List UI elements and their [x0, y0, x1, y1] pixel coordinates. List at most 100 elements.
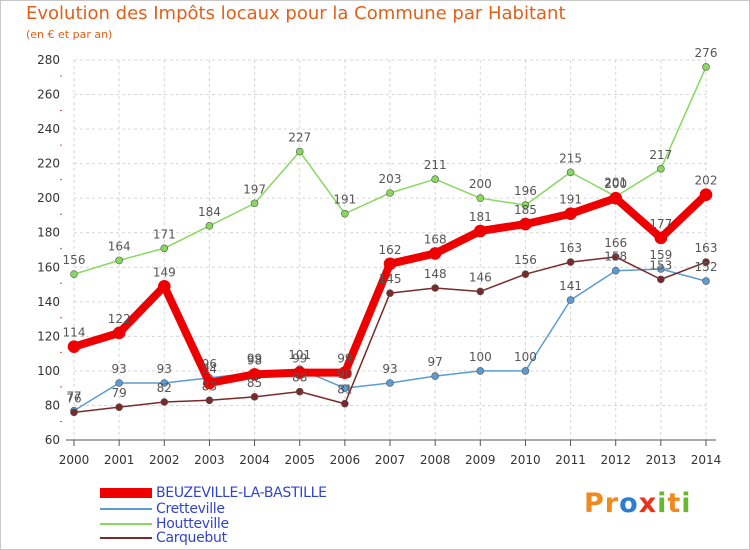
series-point-Houtteville-2008 [431, 175, 439, 183]
x-tick-label-2005: 2005 [284, 453, 315, 467]
series-point-Cretteville-2009 [476, 367, 485, 375]
data-label-Cretteville-2002: 93 [157, 362, 172, 376]
series-point-Houtteville-2006 [341, 209, 349, 218]
data-label-Houtteville-2007: 203 [379, 172, 402, 186]
series-point-Houtteville-2010 [521, 201, 530, 209]
chart-title: Evolution des Impôts locaux pour la Comm… [26, 3, 566, 24]
data-label-Carquebut-2013: 153 [649, 258, 672, 272]
series-point-BEUZEVILLE-LA-BASTILLE-2012 [609, 191, 623, 205]
series-point-Carquebut-2000 [70, 408, 78, 417]
x-tick-label-2008: 2008 [420, 453, 451, 467]
series-point-BEUZEVILLE-LA-BASTILLE-2014 [699, 188, 713, 202]
series-point-BEUZEVILLE-LA-BASTILLE-2010 [519, 217, 532, 231]
legend-item-2: Houtteville [100, 516, 229, 532]
series-point-Cretteville-2014 [702, 277, 710, 285]
legend-label: Cretteville [156, 501, 225, 517]
data-label-Carquebut-2014: 163 [695, 241, 718, 255]
data-label-Carquebut-2010: 156 [514, 253, 537, 267]
series-point-Houtteville-2014 [702, 63, 710, 71]
logo-letter: r [604, 488, 620, 519]
data-label-Houtteville-2014: 276 [695, 46, 718, 60]
data-label-BEUZEVILLE-LA-BASTILLE-2006: 99 [337, 352, 352, 366]
series-point-BEUZEVILLE-LA-BASTILLE-2013 [654, 231, 668, 245]
data-label-Houtteville-2005: 227 [288, 131, 311, 145]
legend-swatch [100, 537, 152, 539]
series-point-Houtteville-2005 [295, 147, 304, 156]
x-tick-label-2011: 2011 [555, 453, 586, 467]
series-point-Carquebut-2001 [115, 403, 123, 411]
data-label-Houtteville-2009: 200 [469, 177, 492, 191]
legend-label: Carquebut [156, 530, 227, 546]
logo-letter: t [667, 488, 682, 519]
series-point-BEUZEVILLE-LA-BASTILLE-2004 [248, 368, 261, 381]
data-label-Cretteville-2007: 93 [382, 362, 397, 376]
series-point-Houtteville-2009 [476, 194, 485, 202]
series-point-Houtteville-2007 [386, 189, 394, 197]
series-point-Cretteville-2002 [160, 379, 169, 387]
x-tick-label-2006: 2006 [330, 453, 361, 467]
series-point-Cretteville-2001 [115, 379, 123, 387]
data-label-Carquebut-2008: 148 [424, 267, 447, 281]
data-label-BEUZEVILLE-LA-BASTILLE-2014: 202 [695, 174, 718, 188]
series-point-BEUZEVILLE-LA-BASTILLE-2008 [428, 247, 442, 260]
y-tick-label-100: 100 [37, 364, 60, 378]
data-label-Cretteville-2006: 90 [337, 367, 352, 381]
data-label-Carquebut-2006: 81 [337, 383, 352, 397]
series-point-Houtteville-2013 [657, 165, 665, 173]
data-label-Houtteville-2002: 171 [153, 227, 176, 241]
data-label-Carquebut-2007: 145 [379, 272, 402, 286]
data-label-Cretteville-2011: 141 [559, 279, 582, 293]
y-tick-label-160: 160 [37, 260, 60, 274]
data-label-Carquebut-2002: 82 [157, 381, 172, 395]
data-label-BEUZEVILLE-LA-BASTILLE-2010: 185 [514, 203, 537, 217]
series-point-Carquebut-2007 [386, 289, 394, 297]
y-tick-label-180: 180 [37, 226, 60, 240]
legend-swatch [100, 488, 152, 498]
series-point-Cretteville-2012 [611, 266, 620, 275]
x-tick-label-2009: 2009 [465, 453, 496, 467]
y-tick-label-60: 60 [45, 433, 60, 447]
data-label-Houtteville-2001: 164 [108, 239, 131, 253]
series-point-Houtteville-2002 [160, 244, 169, 253]
series-point-Cretteville-2007 [386, 379, 394, 387]
data-label-BEUZEVILLE-LA-BASTILLE-2013: 177 [649, 217, 672, 231]
y-tick-label-200: 200 [37, 191, 60, 205]
x-tick-label-2014: 2014 [691, 453, 722, 467]
data-label-Cretteville-2000: 77 [66, 390, 81, 404]
series-point-Carquebut-2004 [250, 393, 259, 401]
data-label-BEUZEVILLE-LA-BASTILLE-2012: 200 [604, 177, 627, 191]
series-point-Carquebut-2005 [295, 387, 304, 396]
x-tick-label-2012: 2012 [600, 453, 631, 467]
series-point-Carquebut-2002 [160, 398, 169, 406]
y-tick-label-80: 80 [45, 398, 60, 412]
data-label-Cretteville-2014: 152 [695, 260, 718, 274]
series-point-BEUZEVILLE-LA-BASTILLE-2005 [293, 366, 307, 379]
data-label-BEUZEVILLE-LA-BASTILLE-2008: 168 [424, 232, 447, 246]
data-label-Houtteville-2013: 217 [649, 148, 672, 162]
data-label-BEUZEVILLE-LA-BASTILLE-2004: 98 [247, 353, 262, 367]
data-label-Carquebut-2003: 83 [202, 379, 217, 393]
logo-letter: i [657, 488, 668, 519]
series-point-Carquebut-2014 [702, 258, 710, 266]
legend-item-0: BEUZEVILLE-LA-BASTILLE [100, 485, 327, 501]
data-label-Carquebut-2000: 76 [66, 391, 81, 405]
series-point-BEUZEVILLE-LA-BASTILLE-2006 [338, 366, 352, 379]
proxiti-logo: Proxiti [584, 488, 692, 519]
series-point-BEUZEVILLE-LA-BASTILLE-2007 [383, 257, 397, 271]
legend-label: BEUZEVILLE-LA-BASTILLE [156, 485, 327, 501]
x-tick-label-2000: 2000 [59, 453, 90, 467]
axes: 60 80 100 120 140 160 180 200 220 240 260 280 2000 20… [37, 53, 721, 467]
series-point-Cretteville-2008 [431, 372, 439, 380]
data-label-Houtteville-2000: 156 [63, 253, 86, 267]
x-tick-label-2004: 2004 [239, 453, 270, 467]
y-tick-label-240: 240 [37, 122, 60, 136]
data-label-Houtteville-2004: 197 [243, 182, 266, 196]
series-point-Carquebut-2008 [431, 284, 439, 292]
y-tick-label-120: 120 [37, 329, 60, 343]
series-point-Carquebut-2010 [521, 270, 530, 278]
series-point-BEUZEVILLE-LA-BASTILLE-2009 [473, 224, 487, 238]
legend-item-3: Carquebut [100, 530, 227, 546]
legend-item-1: Cretteville [100, 501, 225, 517]
data-label-Cretteville-2013: 159 [649, 248, 672, 262]
